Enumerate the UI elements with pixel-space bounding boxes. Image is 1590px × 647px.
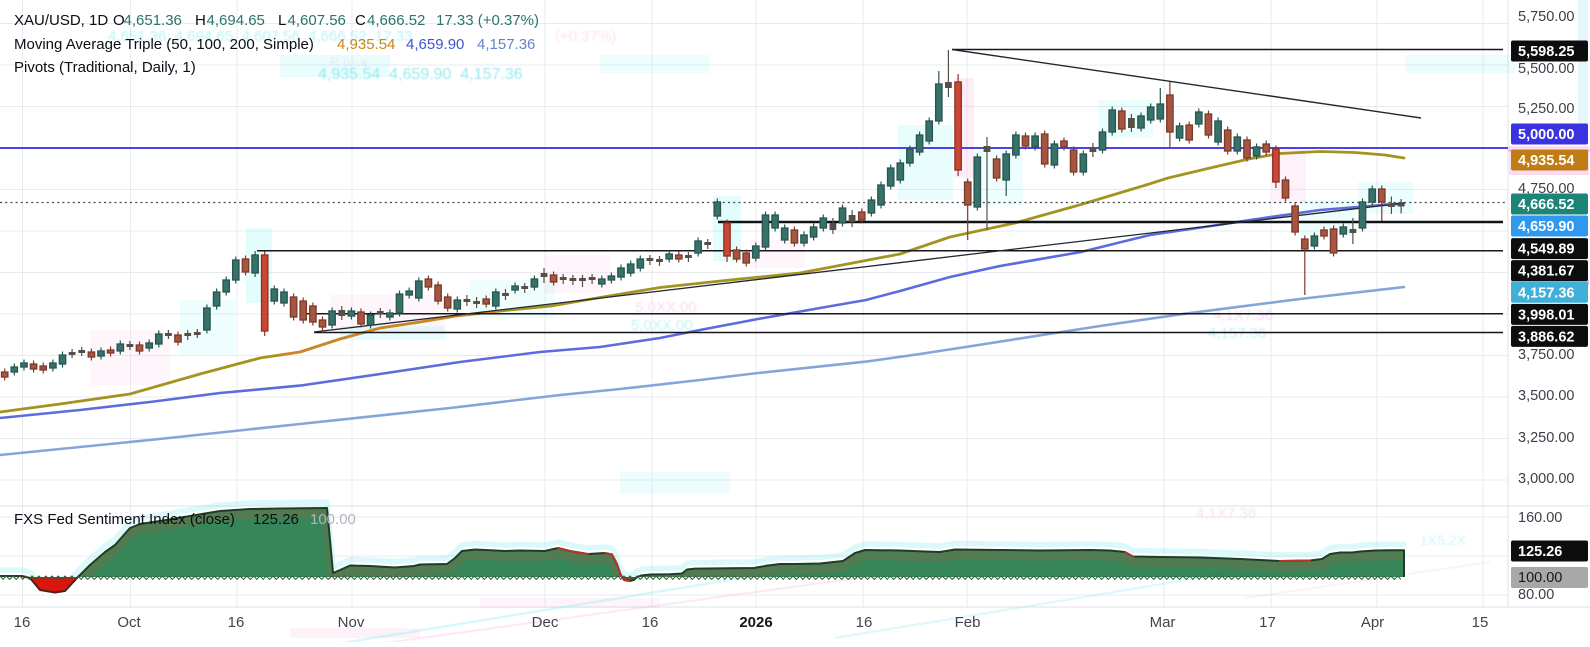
svg-text:5,500.00: 5,500.00: [1518, 61, 1574, 77]
svg-text:16: 16: [642, 614, 659, 631]
svg-text:4,666.52: 4,666.52: [367, 12, 425, 29]
svg-text:Pivots (Traditional, Daily, 1): Pivots (Traditional, Daily, 1): [14, 59, 196, 76]
svg-text:C: C: [355, 12, 366, 29]
svg-text:L: L: [278, 12, 286, 29]
svg-text:2026: 2026: [739, 614, 772, 631]
svg-text:(+0.37%): (+0.37%): [555, 28, 616, 45]
svg-text:5,250.00: 5,250.00: [1518, 101, 1574, 117]
svg-text:160.00: 160.00: [1518, 510, 1562, 526]
svg-text:17: 17: [1259, 614, 1276, 631]
svg-text:4,1X7.36: 4,1X7.36: [1196, 505, 1256, 522]
svg-text:3,750.00: 3,750.00: [1518, 347, 1574, 363]
svg-text:Feb: Feb: [955, 614, 981, 631]
svg-text:16: 16: [856, 614, 873, 631]
svg-text:4,750.00: 4,750.00: [1518, 181, 1574, 197]
svg-text:FXS Fed Sentiment Index (close: FXS Fed Sentiment Index (close): [14, 511, 235, 528]
svg-text:4,1X7.36: 4,1X7.36: [1213, 307, 1273, 324]
svg-text:4,607.56: 4,607.56: [288, 12, 346, 29]
svg-text:16: 16: [228, 614, 245, 631]
svg-text:3,250.00: 3,250.00: [1518, 430, 1574, 446]
svg-text:4,651.36 4,694.65 4,607.56: 4,651.36 4,694.65 4,607.56 4,666.52 17.3…: [108, 28, 412, 45]
svg-text:O: O: [113, 12, 125, 29]
svg-text:4,157.36: 4,157.36: [1518, 285, 1574, 301]
svg-text:4,659.90: 4,659.90: [1518, 219, 1574, 235]
svg-text:5,0XX.00: 5,0XX.00: [631, 317, 693, 334]
svg-text:Mar: Mar: [1150, 614, 1176, 631]
svg-text:4,157.36: 4,157.36: [1208, 325, 1266, 342]
svg-text:80.00: 80.00: [1518, 587, 1554, 603]
svg-text:3,500.00: 3,500.00: [1518, 388, 1574, 404]
svg-text:Nov: Nov: [338, 614, 365, 631]
svg-text:3,000.00: 3,000.00: [1518, 471, 1574, 487]
svg-text:17.33 (+0.37%): 17.33 (+0.37%): [436, 12, 539, 29]
svg-text:XAU/USD, 1D: XAU/USD, 1D: [14, 12, 108, 29]
svg-text:Dec: Dec: [532, 614, 559, 631]
svg-text:100.00: 100.00: [1518, 570, 1562, 586]
svg-text:4,651.36: 4,651.36: [124, 12, 182, 29]
svg-text:5,0XX.00: 5,0XX.00: [635, 299, 697, 316]
svg-text:4,659.90: 4,659.90: [406, 36, 464, 53]
svg-text:100.00: 100.00: [310, 511, 356, 528]
svg-text:4,666.52: 4,666.52: [1518, 197, 1574, 213]
svg-text:Moving Average Triple (50, 100: Moving Average Triple (50, 100, 200, Sim…: [14, 36, 314, 53]
svg-text:125.26: 125.26: [253, 511, 299, 528]
svg-text:1X5.2X: 1X5.2X: [1420, 532, 1467, 548]
svg-text:H: H: [195, 12, 206, 29]
svg-text:3,886.62: 3,886.62: [1518, 329, 1574, 345]
svg-text:125.26: 125.26: [1518, 544, 1562, 560]
svg-text:4,935.54: 4,935.54: [337, 36, 395, 53]
svg-text:3,998.01: 3,998.01: [1518, 307, 1574, 323]
svg-text:4,549.89: 4,549.89: [1518, 242, 1574, 258]
svg-text:4,157.36: 4,157.36: [477, 36, 535, 53]
svg-text:Oct: Oct: [117, 614, 141, 631]
svg-text:15: 15: [1472, 614, 1489, 631]
svg-text:Apr: Apr: [1361, 614, 1384, 631]
svg-text:5,000.00: 5,000.00: [1518, 127, 1574, 143]
svg-text:5,598.25: 5,598.25: [1518, 44, 1574, 60]
svg-text:4,694.65: 4,694.65: [207, 12, 265, 29]
svg-text:4,381.67: 4,381.67: [1518, 264, 1574, 280]
svg-text:16: 16: [14, 614, 31, 631]
svg-text:4,935.54: 4,935.54: [1518, 153, 1574, 169]
svg-text:5,750.00: 5,750.00: [1518, 9, 1574, 25]
